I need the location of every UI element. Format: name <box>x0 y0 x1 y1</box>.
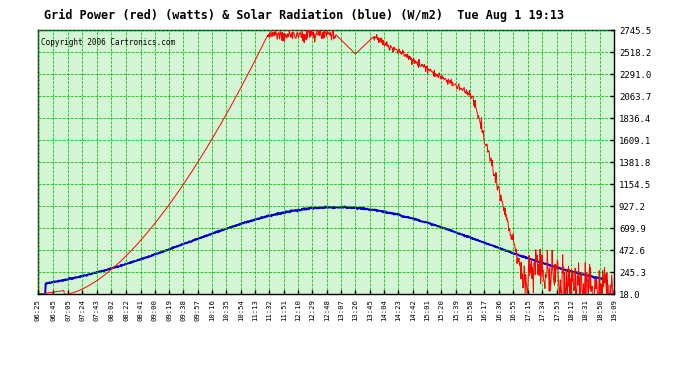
Text: Copyright 2006 Cartronics.com: Copyright 2006 Cartronics.com <box>41 38 175 47</box>
Text: Grid Power (red) (watts) & Solar Radiation (blue) (W/m2)  Tue Aug 1 19:13: Grid Power (red) (watts) & Solar Radiati… <box>43 9 564 22</box>
